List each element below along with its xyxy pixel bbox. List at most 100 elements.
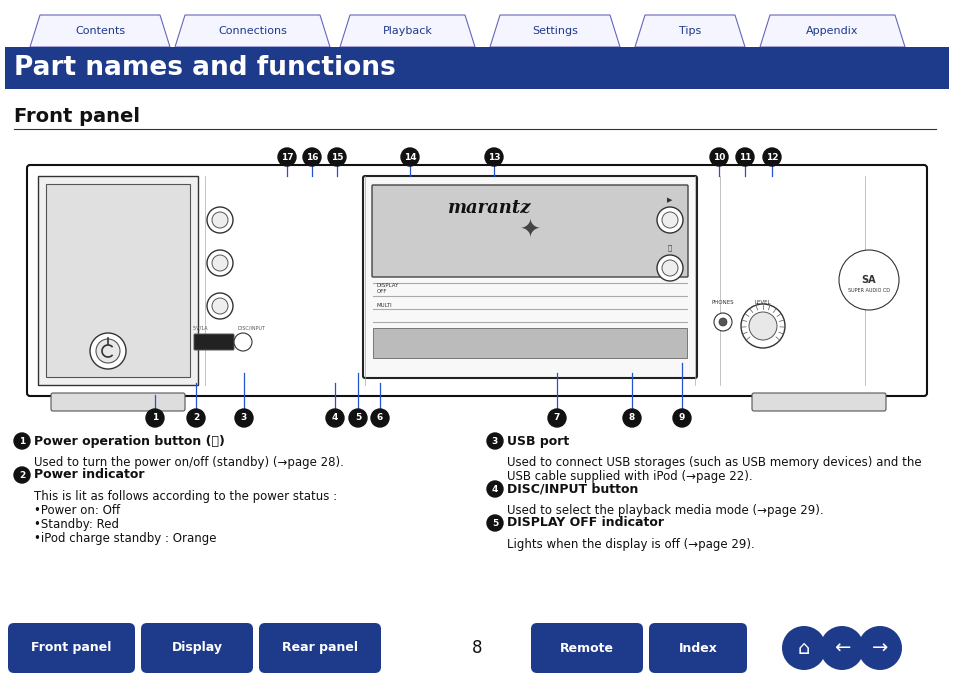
Circle shape [713, 313, 731, 331]
Text: Lights when the display is off (→page 29).: Lights when the display is off (→page 29… [506, 538, 754, 551]
Polygon shape [174, 15, 330, 47]
Circle shape [762, 148, 781, 166]
Text: 12: 12 [765, 153, 778, 162]
Text: Rear panel: Rear panel [282, 641, 357, 655]
Circle shape [857, 626, 901, 670]
Text: →: → [871, 639, 887, 658]
Circle shape [303, 148, 320, 166]
Text: Power indicator: Power indicator [34, 468, 144, 481]
Circle shape [146, 409, 164, 427]
Circle shape [90, 333, 126, 369]
Text: Front panel: Front panel [31, 641, 112, 655]
Text: 9: 9 [679, 413, 684, 423]
Text: 7: 7 [554, 413, 559, 423]
Circle shape [212, 255, 228, 271]
Circle shape [748, 312, 776, 340]
Text: DISPLAY
OFF: DISPLAY OFF [376, 283, 399, 294]
Circle shape [547, 409, 565, 427]
Circle shape [349, 409, 367, 427]
Text: USB cable supplied with iPod (→page 22).: USB cable supplied with iPod (→page 22). [506, 470, 752, 483]
Text: Tips: Tips [679, 26, 700, 36]
FancyBboxPatch shape [258, 623, 380, 673]
Text: Appendix: Appendix [805, 26, 858, 36]
Circle shape [400, 148, 418, 166]
Text: DISPLAY OFF indicator: DISPLAY OFF indicator [506, 516, 663, 530]
Text: Index: Index [678, 641, 717, 655]
Text: 5V/1A: 5V/1A [193, 325, 211, 330]
Text: Front panel: Front panel [14, 107, 140, 126]
FancyBboxPatch shape [372, 185, 687, 277]
Circle shape [187, 409, 205, 427]
Text: 4: 4 [492, 485, 497, 493]
Text: 5: 5 [492, 518, 497, 528]
Text: DISC/INPUT: DISC/INPUT [237, 325, 266, 330]
Circle shape [207, 293, 233, 319]
Text: 3: 3 [240, 413, 247, 423]
Text: 4: 4 [332, 413, 337, 423]
Circle shape [735, 148, 753, 166]
Text: ⏸: ⏸ [667, 245, 672, 251]
FancyBboxPatch shape [141, 623, 253, 673]
Text: Settings: Settings [532, 26, 578, 36]
Circle shape [672, 409, 690, 427]
Circle shape [719, 318, 726, 326]
Circle shape [233, 333, 252, 351]
Text: ▶: ▶ [666, 197, 672, 203]
Text: This is lit as follows according to the power status :: This is lit as follows according to the … [34, 490, 336, 503]
FancyBboxPatch shape [193, 334, 233, 350]
Polygon shape [490, 15, 619, 47]
Text: 17: 17 [280, 153, 293, 162]
Bar [38, 176, 198, 385]
Text: Power operation button (⏻): Power operation button (⏻) [34, 435, 225, 448]
Circle shape [328, 148, 346, 166]
Text: 3: 3 [492, 437, 497, 446]
Text: 2: 2 [193, 413, 199, 423]
Polygon shape [339, 15, 475, 47]
FancyBboxPatch shape [51, 393, 185, 411]
Circle shape [484, 148, 502, 166]
FancyBboxPatch shape [531, 623, 642, 673]
Text: •Power on: Off: •Power on: Off [34, 504, 120, 517]
Text: 1: 1 [19, 437, 25, 446]
Circle shape [234, 409, 253, 427]
FancyBboxPatch shape [27, 165, 926, 396]
Text: 14: 14 [403, 153, 416, 162]
Text: 5: 5 [355, 413, 361, 423]
Text: Part names and functions: Part names and functions [14, 55, 395, 81]
Circle shape [661, 260, 678, 276]
Circle shape [622, 409, 640, 427]
Text: ✦: ✦ [519, 219, 540, 243]
Circle shape [661, 212, 678, 228]
Text: 16: 16 [305, 153, 318, 162]
Bar [46, 184, 190, 377]
FancyBboxPatch shape [363, 176, 697, 378]
Text: MULTI: MULTI [376, 303, 393, 308]
Circle shape [709, 148, 727, 166]
Text: •Standby: Red: •Standby: Red [34, 518, 119, 531]
Text: SA: SA [861, 275, 876, 285]
Text: marantz: marantz [448, 199, 531, 217]
Text: LEVEL: LEVEL [754, 300, 770, 305]
FancyBboxPatch shape [8, 623, 135, 673]
Text: 11: 11 [738, 153, 750, 162]
FancyBboxPatch shape [648, 623, 746, 673]
Text: USB port: USB port [506, 435, 569, 448]
Text: Contents: Contents [75, 26, 125, 36]
Circle shape [212, 298, 228, 314]
Bar [5, 47, 948, 89]
Polygon shape [635, 15, 744, 47]
Circle shape [14, 467, 30, 483]
Text: DISC/INPUT button: DISC/INPUT button [506, 483, 638, 495]
Text: 15: 15 [331, 153, 343, 162]
Circle shape [326, 409, 344, 427]
Text: •iPod charge standby : Orange: •iPod charge standby : Orange [34, 532, 216, 545]
Circle shape [277, 148, 295, 166]
Text: Connections: Connections [218, 26, 287, 36]
Text: Used to turn the power on/off (standby) (→page 28).: Used to turn the power on/off (standby) … [34, 456, 343, 469]
FancyBboxPatch shape [751, 393, 885, 411]
Bar [373, 328, 686, 358]
Circle shape [740, 304, 784, 348]
Text: 13: 13 [487, 153, 499, 162]
Circle shape [781, 626, 825, 670]
Circle shape [486, 481, 502, 497]
